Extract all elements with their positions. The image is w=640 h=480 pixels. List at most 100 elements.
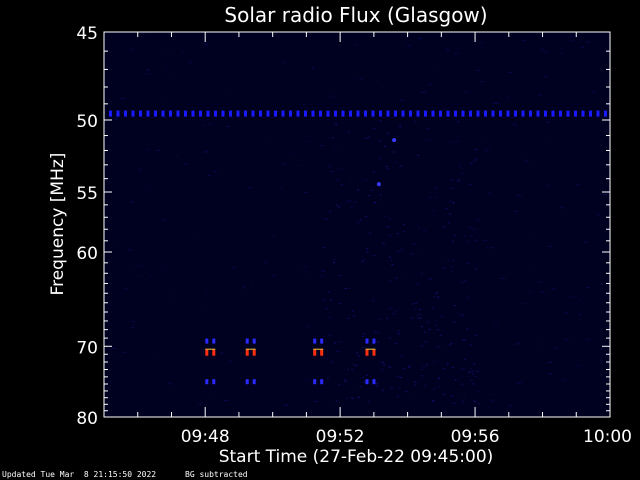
noise-pixel [517,382,522,384]
burst-satellite [212,379,216,385]
noise-pixel [382,362,385,364]
noise-pixel [547,361,553,363]
noise-pixel [207,123,213,125]
noise-pixel [122,352,128,353]
chart-title: Solar radio Flux (Glasgow) [224,3,487,27]
noise-pixel [155,149,161,151]
noise-pixel [467,376,470,377]
noise-pixel [284,404,289,406]
noise-pixel [281,164,285,165]
noise-pixel [438,116,442,118]
band-dot [191,110,195,117]
noise-pixel [524,159,527,161]
noise-pixel [332,137,334,139]
noise-pixel [488,192,491,194]
noise-pixel [491,394,495,396]
noise-pixel [414,382,417,384]
noise-pixel [542,135,547,137]
noise-pixel [485,149,490,151]
noise-pixel [472,160,478,162]
noise-pixel [442,267,446,269]
noise-pixel [167,383,172,385]
noise-pixel [161,97,164,99]
noise-pixel [327,377,329,379]
noise-pixel [422,229,426,231]
noise-pixel [345,397,348,399]
noise-pixel [414,381,417,383]
noise-pixel [439,335,442,337]
noise-pixel [604,116,608,118]
noise-pixel [420,317,422,319]
spectrogram-texture [104,32,608,411]
noise-pixel [514,124,518,126]
noise-pixel [433,388,436,390]
noise-pixel [210,398,213,400]
noise-pixel [357,355,360,357]
noise-pixel [379,361,384,363]
noise-pixel [382,242,385,244]
noise-pixel [367,401,370,402]
noise-pixel [433,361,436,363]
noise-pixel [351,364,356,365]
noise-pixel [469,370,475,372]
noise-pixel [203,124,207,126]
burst-satellite [252,379,256,385]
noise-pixel [597,214,601,216]
noise-pixel [462,339,465,341]
noise-pixel [449,213,452,215]
y-tick-label: 45 [76,24,98,44]
noise-pixel [457,121,460,123]
noise-pixel [435,293,438,294]
x-tick-label: 09:52 [316,427,365,447]
noise-pixel [544,76,548,78]
band-dot [559,110,562,117]
noise-pixel [396,396,399,398]
noise-pixel [437,296,440,298]
noise-pixel [398,387,401,389]
noise-pixel [407,394,411,396]
band-dot [521,110,525,117]
noise-pixel [555,346,559,348]
noise-pixel [118,354,121,355]
noise-pixel [474,401,477,403]
noise-pixel [412,243,417,245]
noise-pixel [395,310,398,312]
noise-pixel [433,400,435,402]
noise-pixel [348,287,351,289]
burst-satellite [365,379,369,385]
noise-pixel [325,308,328,310]
noise-pixel [149,274,154,276]
noise-pixel [453,321,456,323]
noise-pixel [446,363,449,365]
interference-band [109,110,607,117]
noise-pixel [232,267,236,268]
noise-pixel [467,241,470,243]
noise-pixel [163,219,166,221]
noise-pixel [420,375,423,377]
noise-pixel [145,70,148,72]
noise-pixel [137,169,142,171]
noise-pixel [486,137,489,139]
y-axis: 45 50 55 60 70 80 [76,24,610,429]
burst-satellite [245,379,249,385]
noise-pixel [474,239,477,241]
noise-pixel [452,201,455,203]
noise-pixel [469,344,472,346]
noise-pixel [391,264,394,266]
noise-pixel [385,166,388,168]
noise-pixel [480,42,484,43]
noise-pixel [242,286,246,288]
band-dot [379,110,382,117]
noise-pixel [361,260,364,262]
noise-pixel [203,151,209,153]
band-dot [431,110,435,117]
band-dot [596,110,600,117]
noise-pixel [494,324,498,326]
noise-pixel [475,69,480,71]
noise-pixel [184,163,189,165]
noise-pixel [305,326,309,328]
noise-pixel [507,97,510,99]
noise-pixel [455,140,460,142]
noise-pixel [356,221,359,223]
band-dot [124,110,127,117]
